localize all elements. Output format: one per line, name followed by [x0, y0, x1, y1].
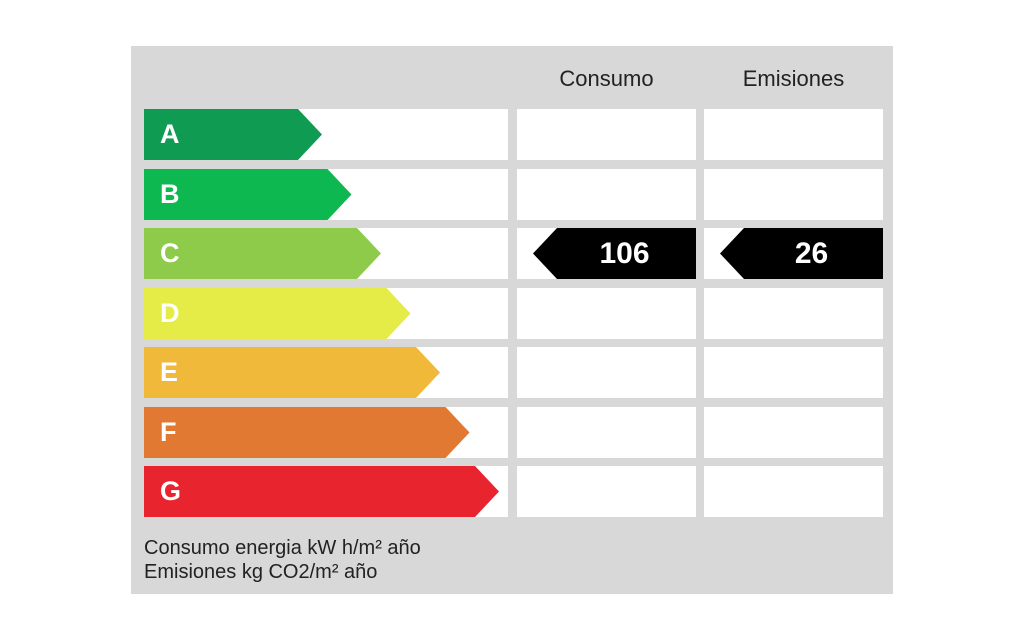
rating-row-e: E [131, 347, 893, 398]
rating-letter: F [160, 416, 177, 447]
rating-arrow-b [144, 168, 352, 220]
rating-arrow-d [144, 287, 411, 339]
rating-label-cell: E [144, 347, 508, 398]
rating-letter: C [160, 238, 180, 268]
emisiones-header: Emisiones [742, 66, 845, 91]
emisiones-cell-c: 26 [704, 228, 883, 279]
emisiones-value: 26 [794, 237, 829, 270]
rating-label-cell: B [144, 168, 508, 220]
consumo-cell-e [517, 347, 696, 398]
consumo-cell-b [517, 168, 696, 220]
consumo-marker [533, 228, 696, 279]
rating-arrow-shape [144, 109, 322, 160]
emisiones-cell-a [704, 109, 883, 160]
rating-row-a: A [131, 109, 893, 160]
rating-arrow-shape [144, 406, 470, 458]
consumo-cell-g [517, 466, 696, 517]
rating-arrow-shape [144, 168, 352, 220]
rating-arrow-a [144, 109, 322, 160]
footer-emisiones-unit: Emisiones kg CO2/m² año [144, 561, 378, 583]
rating-arrow-g [144, 466, 499, 517]
footer-consumo-unit: Consumo energia kW h/m² año [144, 537, 421, 559]
rating-label-cell: D [144, 287, 508, 339]
rating-arrow-shape [144, 347, 440, 398]
consumo-value: 106 [599, 237, 650, 270]
rating-label-cell: A [144, 109, 508, 160]
rating-row-b: B [131, 168, 893, 220]
emisiones-cell-b [704, 168, 883, 220]
rating-arrow-shape [144, 287, 411, 339]
rating-letter: B [160, 178, 180, 209]
rating-arrow-shape [144, 228, 381, 279]
rating-letter: E [160, 357, 179, 387]
emisiones-cell-g [704, 466, 883, 517]
rating-row-f: F [131, 406, 893, 458]
energy-label-panel: Consumo Emisiones A B C 106 26 D E F G Consumo e… [131, 46, 893, 594]
consumo-cell-d [517, 287, 696, 339]
rating-letter: G [160, 476, 182, 506]
emisiones-cell-f [704, 406, 883, 458]
rating-letter: D [160, 297, 180, 328]
rating-row-d: D [131, 287, 893, 339]
consumo-cell-c: 106 [517, 228, 696, 279]
consumo-cell-f [517, 406, 696, 458]
emisiones-marker [720, 228, 883, 279]
rating-row-c: C 106 26 [131, 228, 893, 279]
consumo-cell-a [517, 109, 696, 160]
consumo-marker-shape [533, 228, 696, 279]
rating-letter: A [160, 119, 180, 149]
rating-label-cell: G [144, 466, 508, 517]
rating-arrow-e [144, 347, 440, 398]
rating-arrow-c [144, 228, 381, 279]
emisiones-cell-e [704, 347, 883, 398]
rating-arrow-f [144, 406, 470, 458]
rating-arrow-shape [144, 466, 499, 517]
rating-row-g: G [131, 466, 893, 517]
rating-label-cell: C [144, 228, 508, 279]
emisiones-cell-d [704, 287, 883, 339]
emisiones-marker-shape [720, 228, 883, 279]
consumo-header: Consumo [559, 66, 654, 91]
rating-label-cell: F [144, 406, 508, 458]
